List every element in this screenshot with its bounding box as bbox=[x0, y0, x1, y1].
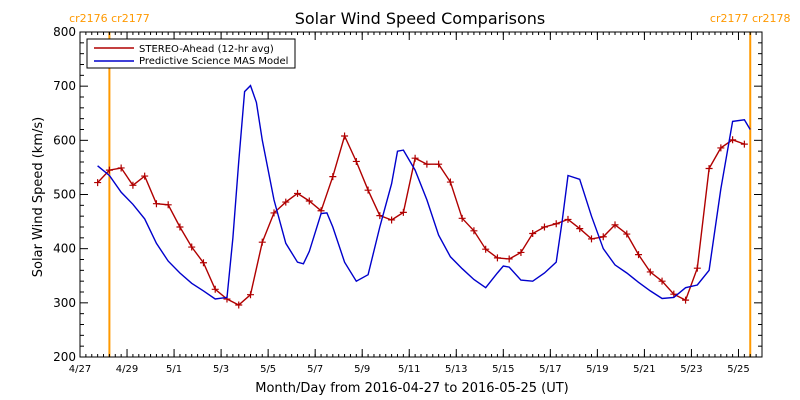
data-point bbox=[576, 225, 584, 233]
series-line bbox=[97, 84, 751, 300]
chart-title: Solar Wind Speed Comparisons bbox=[295, 9, 546, 28]
data-point bbox=[105, 166, 113, 174]
data-point bbox=[517, 248, 525, 256]
data-point bbox=[305, 197, 313, 205]
legend-box bbox=[86, 38, 296, 69]
data-point bbox=[270, 209, 278, 217]
data-point bbox=[176, 223, 184, 231]
data-point bbox=[329, 173, 337, 181]
x-tick-label: 5/15 bbox=[492, 364, 514, 375]
data-point bbox=[552, 220, 560, 228]
data-point bbox=[493, 254, 501, 262]
x-tick-label: 5/9 bbox=[354, 364, 370, 375]
legend: STEREO-Ahead (12-hr avg) Predictive Scie… bbox=[86, 38, 296, 69]
data-point bbox=[458, 214, 466, 222]
data-point bbox=[423, 160, 431, 168]
data-point bbox=[705, 165, 713, 172]
data-point bbox=[258, 238, 266, 246]
y-axis-ticks: 200 300 400 500 600 700 800 bbox=[53, 25, 762, 364]
data-point bbox=[646, 268, 654, 276]
data-point bbox=[505, 255, 513, 263]
data-point bbox=[635, 251, 643, 259]
data-point bbox=[294, 189, 302, 197]
data-point bbox=[564, 215, 572, 223]
x-tick-label: 4/29 bbox=[116, 364, 138, 375]
y-tick-label: 500 bbox=[53, 188, 76, 202]
x-tick-label: 4/27 bbox=[69, 364, 91, 375]
legend-label-mas-model: Predictive Science MAS Model bbox=[139, 56, 288, 67]
plot-frame bbox=[79, 31, 763, 358]
data-point bbox=[435, 160, 443, 168]
data-point bbox=[411, 154, 419, 162]
data-point bbox=[164, 201, 172, 209]
carrington-label: cr2176 cr2177 bbox=[69, 12, 150, 25]
data-point bbox=[211, 285, 219, 293]
data-point bbox=[446, 178, 454, 186]
data-point bbox=[282, 198, 290, 206]
x-tick-label: 5/19 bbox=[586, 364, 608, 375]
data-point bbox=[247, 291, 254, 299]
series-line bbox=[97, 133, 745, 306]
data-point bbox=[599, 233, 607, 241]
data-point bbox=[352, 157, 360, 165]
data-point bbox=[388, 216, 396, 224]
data-point bbox=[588, 235, 595, 243]
data-point bbox=[740, 140, 748, 148]
carrington-label: cr2177 cr2178 bbox=[710, 12, 791, 25]
data-point bbox=[470, 227, 478, 235]
x-tick-label: 5/11 bbox=[398, 364, 420, 375]
data-point bbox=[529, 230, 537, 237]
legend-label-stereo: STEREO-Ahead (12-hr avg) bbox=[139, 44, 274, 55]
carrington-rotation-labels: cr2176 cr2177 cr2177 cr2178 bbox=[69, 12, 790, 25]
x-tick-label: 5/13 bbox=[445, 364, 467, 375]
x-tick-label: 5/25 bbox=[727, 364, 749, 375]
y-tick-label: 800 bbox=[53, 25, 76, 39]
x-tick-label: 5/7 bbox=[307, 364, 323, 375]
y-tick-label: 400 bbox=[53, 242, 76, 256]
data-point bbox=[152, 200, 160, 208]
y-tick-label: 700 bbox=[53, 79, 76, 93]
data-point bbox=[94, 179, 102, 187]
data-point bbox=[623, 230, 631, 238]
series-1 bbox=[97, 84, 751, 300]
data-point bbox=[658, 277, 666, 285]
x-tick-label: 5/17 bbox=[539, 364, 561, 375]
carrington-rotation-lines bbox=[108, 32, 752, 357]
y-tick-label: 600 bbox=[53, 133, 76, 147]
data-point bbox=[717, 144, 725, 152]
x-tick-label: 5/21 bbox=[633, 364, 655, 375]
data-point bbox=[235, 301, 243, 309]
y-axis-label: Solar Wind Speed (km/s) bbox=[31, 117, 46, 277]
series-layer bbox=[94, 84, 751, 309]
data-point bbox=[129, 181, 137, 189]
data-point bbox=[341, 132, 349, 140]
data-point bbox=[199, 259, 207, 267]
x-tick-label: 5/1 bbox=[166, 364, 182, 375]
data-point bbox=[188, 243, 196, 251]
x-tick-label: 5/5 bbox=[260, 364, 276, 375]
y-tick-label: 200 bbox=[53, 350, 76, 364]
data-point bbox=[117, 164, 125, 172]
data-point bbox=[540, 223, 548, 231]
data-point bbox=[482, 245, 490, 253]
x-axis-ticks: 4/27 4/29 5/1 5/3 5/5 5/7 5/9 5/11 5/13 5/15 5/17 5… bbox=[69, 32, 763, 375]
data-point bbox=[693, 264, 701, 272]
x-tick-label: 5/3 bbox=[213, 364, 229, 375]
y-tick-label: 300 bbox=[53, 296, 76, 310]
data-point bbox=[682, 296, 690, 304]
data-point bbox=[611, 221, 619, 229]
x-tick-label: 5/23 bbox=[680, 364, 702, 375]
data-point bbox=[141, 172, 149, 180]
data-point bbox=[399, 208, 407, 216]
data-point bbox=[364, 186, 372, 194]
data-point bbox=[729, 136, 737, 144]
series-0 bbox=[94, 132, 748, 309]
x-axis-label: Month/Day from 2016-04-27 to 2016-05-25 … bbox=[255, 381, 568, 396]
